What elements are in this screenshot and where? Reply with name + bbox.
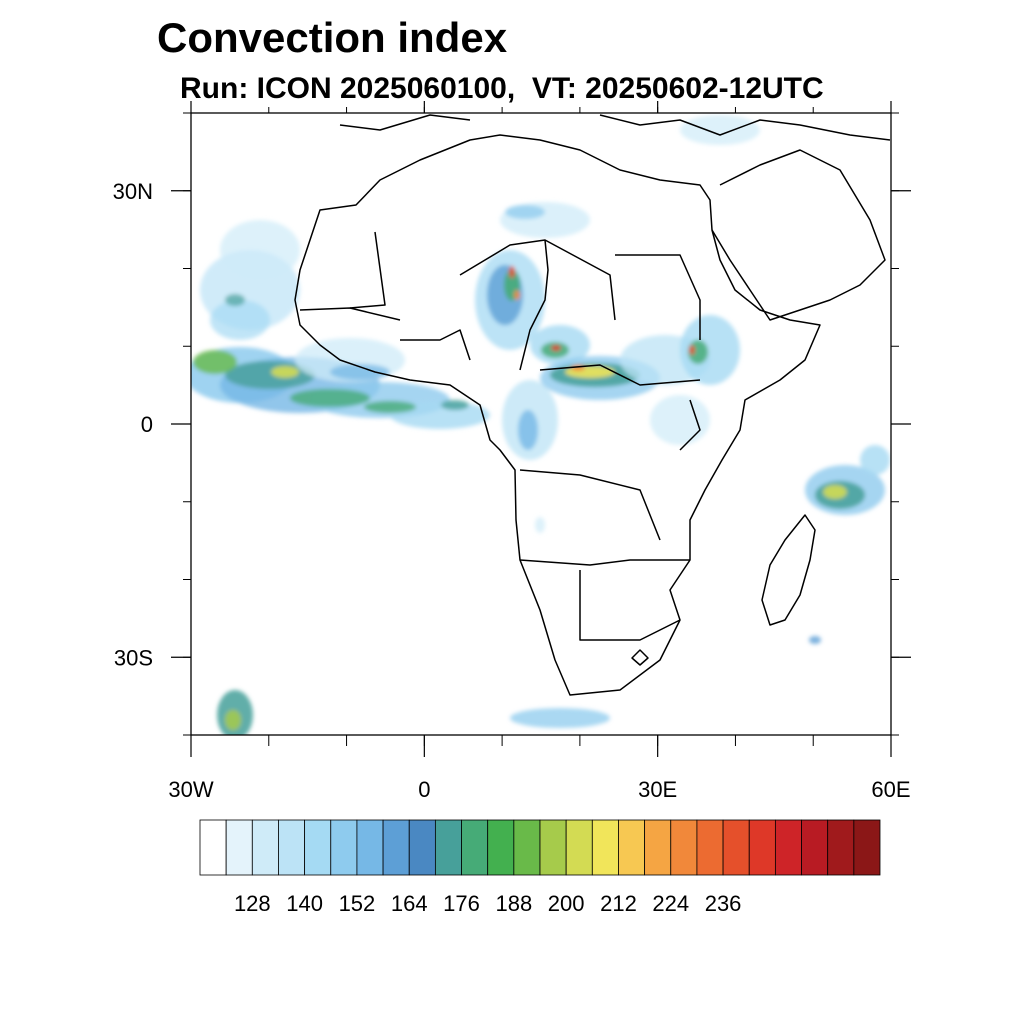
colorbar-label: 128	[234, 891, 271, 916]
colorbar-box	[513, 819, 541, 876]
colorbar-box	[774, 819, 802, 876]
colorbar-box	[696, 819, 724, 876]
colorbar-box	[487, 819, 515, 876]
colorbar-box	[330, 819, 358, 876]
lat-tick-label: 30S	[114, 645, 153, 670]
colorbar-box	[722, 819, 750, 876]
colorbar-label: 140	[286, 891, 323, 916]
colorbar-box	[199, 819, 227, 876]
colorbar-box	[461, 819, 489, 876]
colorbar-box	[670, 819, 698, 876]
colorbar-box	[748, 819, 776, 876]
coastlines-and-borders	[294, 114, 891, 696]
colorbar-box	[644, 819, 672, 876]
map-axes: 30W 0 30E 60E 30N 0 30S	[113, 101, 911, 802]
colorbar-label: 236	[705, 891, 742, 916]
colorbar: 128 140 152 164 176 188 200 212 224 236	[199, 819, 881, 916]
chart-title: Convection index	[157, 14, 508, 61]
colorbar-box	[434, 819, 462, 876]
colorbar-box	[565, 819, 593, 876]
colorbar-box	[304, 819, 332, 876]
colorbar-box	[539, 819, 567, 876]
lon-tick-label: 60E	[871, 777, 910, 802]
colorbar-box	[801, 819, 829, 876]
colorbar-label: 188	[495, 891, 532, 916]
colorbar-box	[591, 819, 619, 876]
colorbar-label: 212	[600, 891, 637, 916]
colorbar-label: 200	[548, 891, 585, 916]
lon-tick-label: 0	[418, 777, 430, 802]
lat-tick-label: 0	[141, 412, 153, 437]
colorbar-box	[278, 819, 306, 876]
convection-field	[191, 115, 890, 735]
colorbar-box	[225, 819, 253, 876]
colorbar-box	[382, 819, 410, 876]
colorbar-box	[356, 819, 384, 876]
lon-tick-label: 30W	[168, 777, 213, 802]
colorbar-label: 224	[652, 891, 689, 916]
colorbar-label: 164	[391, 891, 428, 916]
colorbar-box	[408, 819, 436, 876]
chart-subtitle: Run: ICON 2025060100, VT: 20250602-12UTC	[180, 72, 824, 105]
colorbar-label: 176	[443, 891, 480, 916]
lon-tick-label: 30E	[638, 777, 677, 802]
colorbar-box	[251, 819, 279, 876]
colorbar-label: 152	[339, 891, 376, 916]
colorbar-box	[853, 819, 881, 876]
lat-tick-label: 30N	[113, 179, 153, 204]
colorbar-box	[618, 819, 646, 876]
colorbar-box	[827, 819, 855, 876]
